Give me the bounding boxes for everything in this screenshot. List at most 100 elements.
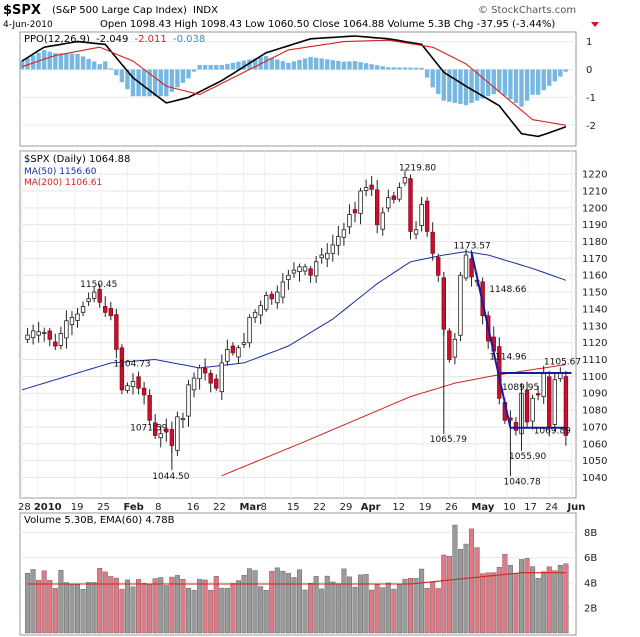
candle-body xyxy=(275,291,280,304)
volume-bar xyxy=(152,578,158,634)
candle-body xyxy=(269,293,274,300)
x-tick-label: 19 xyxy=(71,502,84,513)
price-annotation: 1055.90 xyxy=(509,452,546,462)
volume-bar xyxy=(119,588,125,634)
ppo-histogram-bar xyxy=(402,67,408,70)
volume-bar xyxy=(552,570,558,634)
candle-body xyxy=(141,387,147,396)
ppo-histogram-bar xyxy=(64,53,69,70)
ppo-histogram-bar xyxy=(308,56,313,70)
ppo-histogram-bar xyxy=(369,64,374,70)
price-tick-label: 1160 xyxy=(582,271,607,282)
volume-bar xyxy=(247,568,253,634)
ppo-histogram-bar xyxy=(430,69,435,88)
volume-bar xyxy=(147,584,153,634)
candle-body xyxy=(563,376,569,436)
candle-body xyxy=(363,187,369,191)
volume-bar xyxy=(108,576,114,634)
x-tick-label: 24 xyxy=(545,502,558,513)
x-tick-label: Mar xyxy=(239,502,261,513)
ppo-histogram-bar xyxy=(480,69,485,99)
candle-body xyxy=(319,254,324,259)
ppo-histogram-bar xyxy=(47,51,52,70)
volume-bar xyxy=(297,569,303,634)
x-tick-label: 22 xyxy=(313,502,326,513)
price-title: $SPX (Daily) 1064.88 xyxy=(24,154,130,165)
candle-body xyxy=(430,231,435,254)
candle-body xyxy=(513,422,519,431)
volume-bar xyxy=(408,578,414,634)
exchange: INDX xyxy=(193,5,218,16)
candle-body xyxy=(47,330,52,340)
volume-bar xyxy=(413,578,419,634)
volume-tick-label: 2B xyxy=(584,603,597,614)
trend-lines xyxy=(470,252,572,429)
candle-body xyxy=(374,189,380,226)
ppo-histogram-bar xyxy=(469,69,474,103)
volume-bar xyxy=(530,566,536,634)
volume-bar xyxy=(30,569,36,634)
candle-body xyxy=(225,349,230,362)
ppo-histogram-bar xyxy=(535,69,541,95)
price-annotation: 1069.89 xyxy=(534,427,571,437)
x-tick-label: 17 xyxy=(524,502,537,513)
price-annotation: 1104.73 xyxy=(113,359,150,369)
volume-bar xyxy=(58,570,64,634)
ppo-histogram-bar xyxy=(236,61,241,70)
ppo-histogram-bar xyxy=(347,61,352,70)
x-tick-label: 26 xyxy=(445,502,458,513)
price-tick-label: 1210 xyxy=(582,186,607,197)
candle-body xyxy=(164,428,169,433)
volume-bar xyxy=(502,553,508,634)
ppo-histogram-bar xyxy=(380,66,385,70)
ppo-histogram-bar xyxy=(30,55,36,70)
volume-bar xyxy=(474,547,480,634)
candle-body xyxy=(175,416,180,451)
volume-bar xyxy=(97,568,103,634)
ppo-histogram-bar xyxy=(474,69,480,101)
price-tick-label: 1110 xyxy=(582,355,607,366)
ppo-histogram-bar xyxy=(230,62,236,70)
ppo-histogram-bar xyxy=(413,67,419,70)
ppo-histogram-bar xyxy=(325,59,330,70)
ppo-legend: PPO(12,26,9) -2.049 -2.011 -0.038 xyxy=(24,34,205,45)
ppo-histogram-bar xyxy=(424,69,430,78)
volume-bar xyxy=(430,582,436,634)
volume-bar xyxy=(69,584,75,634)
price-annotation: 1219.80 xyxy=(399,164,436,174)
price-annotation: 1044.50 xyxy=(152,472,189,482)
candle-body xyxy=(136,376,141,389)
ma200-legend: MA(200) 1106.61 xyxy=(24,178,102,188)
candle-body xyxy=(58,332,64,346)
candle-body xyxy=(86,298,91,302)
price-tick-label: 1080 xyxy=(582,406,607,417)
ppo-histogram-bar xyxy=(19,60,25,70)
ppo-histogram-bar xyxy=(319,58,324,70)
volume-bar xyxy=(485,572,491,634)
volume-bar xyxy=(80,588,86,634)
ppo-histogram-bar xyxy=(42,50,47,70)
volume-bar xyxy=(346,576,352,634)
candle-body xyxy=(397,187,402,200)
volume-bar xyxy=(124,579,130,634)
price-grid xyxy=(20,151,576,498)
price-annotation: 1105.67 xyxy=(544,358,581,368)
volume-bar xyxy=(169,576,175,634)
volume-bar xyxy=(385,582,391,634)
price-tick-label: 1130 xyxy=(582,321,607,332)
volume-bar xyxy=(263,590,269,634)
price-panel xyxy=(19,150,577,499)
ppo-histogram-bar xyxy=(119,69,125,83)
candle-body xyxy=(180,418,186,421)
ppo-histogram-bar xyxy=(297,59,302,70)
volume-bar xyxy=(335,583,341,634)
ppo-histogram-bar xyxy=(558,69,563,77)
symbol-name: (S&P 500 Large Cap Index) xyxy=(52,5,187,16)
price-tick-label: 1090 xyxy=(582,389,607,400)
candle-body xyxy=(36,331,41,336)
candle-body xyxy=(114,314,119,350)
volume-bar xyxy=(274,567,280,634)
ppo-histogram-bar xyxy=(497,69,502,92)
candle-body xyxy=(419,204,424,227)
volume-bar xyxy=(302,589,308,634)
